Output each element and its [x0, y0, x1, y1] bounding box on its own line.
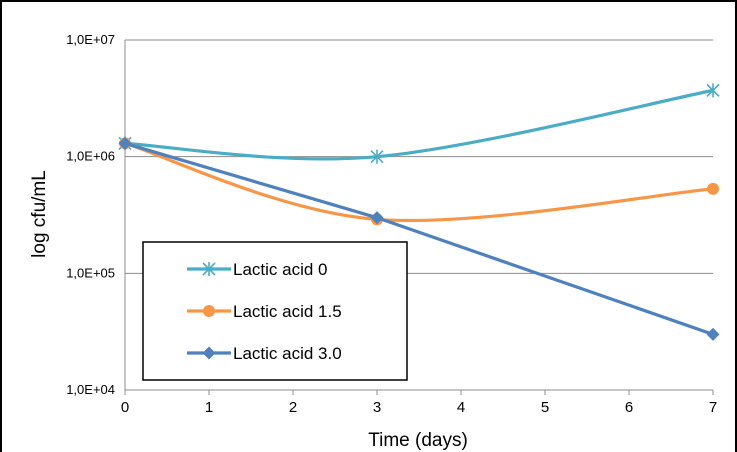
legend: Lactic acid 0 Lactic acid 1.5 Lactic acid …: [142, 241, 408, 381]
y-tick-labels: 1,0E+04 1,0E+05 1,0E+06 1,0E+07: [66, 32, 115, 397]
x-tick-label: 7: [709, 399, 717, 416]
x-tick-label: 5: [541, 399, 549, 416]
x-tick-label: 1: [205, 399, 213, 416]
series-line: [124, 88, 714, 161]
series: [118, 83, 720, 341]
x-tick-label: 2: [289, 399, 297, 416]
legend-item: Lactic acid 0: [187, 260, 328, 279]
data-point: [707, 182, 719, 195]
x-tick-label: 4: [457, 399, 465, 416]
y-tick-label: 1,0E+07: [66, 32, 115, 47]
data-point: [118, 136, 132, 150]
legend-label: Lactic acid 0: [233, 260, 328, 279]
data-point: [706, 83, 720, 98]
series-3: [118, 136, 720, 341]
y-tick-label: 1,0E+05: [66, 265, 115, 280]
legend-marker: [203, 305, 215, 317]
legend-marker: [202, 346, 216, 360]
legend-item: Lactic acid 1.5: [187, 302, 342, 321]
x-tick-labels: 0 1 2 3 4 5 6 7: [121, 399, 717, 416]
legend-item: Lactic acid 3.0: [187, 344, 342, 363]
legend-label: Lactic acid 3.0: [233, 344, 342, 363]
data-point: [706, 327, 720, 341]
y-tick-label: 1,0E+06: [66, 149, 115, 164]
x-tick-label: 0: [121, 399, 129, 416]
x-tick-label: 6: [625, 399, 633, 416]
x-axis-title: Time (days): [368, 430, 468, 451]
x-tick-label: 3: [373, 399, 381, 416]
y-tick-label: 1,0E+04: [66, 382, 115, 397]
data-point: [370, 211, 384, 225]
legend-marker: [202, 262, 216, 276]
y-axis-title: log cfu/mL: [29, 170, 50, 258]
axes: [124, 40, 714, 395]
data-point: [370, 149, 384, 164]
legend-label: Lactic acid 1.5: [233, 302, 342, 321]
